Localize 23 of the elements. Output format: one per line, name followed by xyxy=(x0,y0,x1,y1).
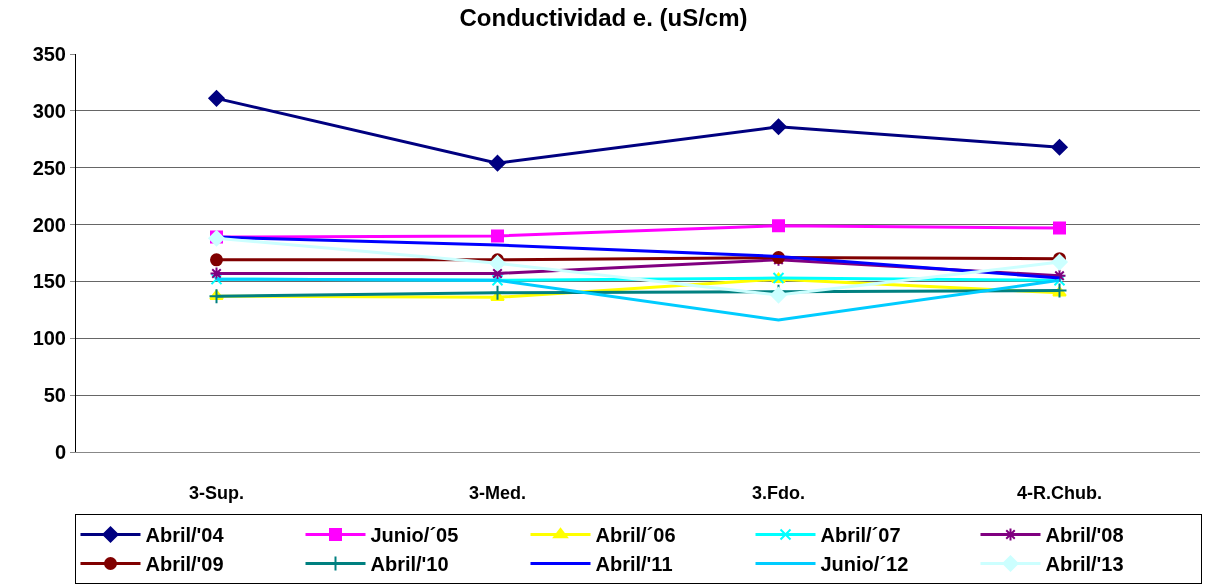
y-tick-label: 250 xyxy=(32,156,66,179)
legend-label: Abril/'08 xyxy=(1045,524,1124,547)
y-tick-label: 150 xyxy=(32,270,66,293)
y-tick-label: 100 xyxy=(32,327,66,350)
y-tick-label: 350 xyxy=(32,43,66,65)
legend-label: Junio/´05 xyxy=(370,524,459,547)
y-tick-label: 0 xyxy=(54,441,66,463)
legend-label: Abril/´06 xyxy=(595,524,676,547)
x-tick-label: 3.Fdo. xyxy=(752,482,805,503)
legend-label: Abril/'09 xyxy=(145,553,224,576)
x-tick-label: 4-R.Chub. xyxy=(1017,482,1102,503)
legend-label: Abril/'13 xyxy=(1045,553,1124,576)
chart-title: Conductividad e. (uS/cm) xyxy=(459,3,748,31)
y-tick-label: 200 xyxy=(32,213,66,236)
y-tick-label: 50 xyxy=(43,384,66,407)
legend-label: Abril/'11 xyxy=(595,553,673,576)
legend-label: Abril/´07 xyxy=(820,524,901,547)
x-tick-label: 3-Sup. xyxy=(188,482,245,503)
x-tick-label: 3-Med. xyxy=(468,482,527,503)
legend-label: Abril/'10 xyxy=(370,553,449,576)
legend-label: Abril/'04 xyxy=(145,524,225,547)
y-tick-label: 300 xyxy=(32,99,66,122)
legend-label: Junio/´12 xyxy=(820,553,909,576)
